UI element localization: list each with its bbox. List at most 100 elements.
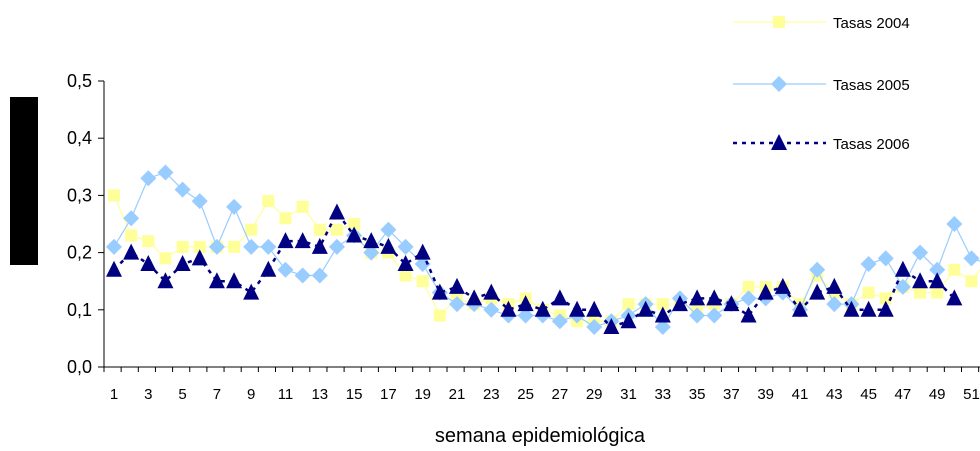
data-point [946,216,963,232]
data-point [380,221,397,238]
data-point [809,261,826,278]
x-tick-label: 11 [278,386,294,403]
data-point [689,307,706,324]
data-point [500,300,517,317]
x-tick-label: 27 [552,386,569,403]
x-tick-label: 41 [792,386,809,403]
data-point [363,232,380,249]
data-point [125,229,138,242]
data-point [176,240,189,253]
x-tick-label: 25 [517,386,534,403]
data-point [826,277,843,294]
data-point [963,250,980,267]
data-point [483,283,500,300]
data-point [191,193,208,210]
data-point [637,300,654,317]
data-point [877,300,894,317]
data-point [414,243,431,260]
data-point [380,237,397,254]
x-tick-label: 39 [757,386,774,403]
data-point [929,272,946,289]
y-tick-label: 0,1 [67,300,92,320]
series-line [113,171,980,329]
data-point [157,164,174,181]
x-tick-label: 33 [654,386,671,403]
data-point [740,290,757,307]
data-point [862,286,875,299]
x-tick-label: 17 [380,386,397,403]
data-point [296,200,309,213]
legend-label: Tasas 2004 [833,15,910,32]
data-point [106,238,122,255]
data-point [108,189,120,202]
x-tick-label: 5 [178,386,186,403]
data-point [914,286,927,299]
data-point [191,249,208,266]
data-point [313,223,326,236]
data-point [294,232,311,249]
y-tick-label: 0,0 [67,357,92,377]
series-line [113,195,980,322]
data-point [106,260,122,277]
data-point [586,318,603,335]
data-point [774,277,791,294]
data-point [159,252,172,265]
data-point [348,218,361,230]
x-tick-label: 51 [963,386,980,403]
data-point [740,306,757,323]
data-point [706,289,723,306]
legend: Tasas 2004 Tasas 2005 Tasas 2006 [733,15,910,153]
data-point [262,195,275,208]
data-point [260,260,277,277]
data-point [363,244,380,261]
data-point [671,295,688,312]
plot-area [106,164,980,335]
data-point [208,238,225,255]
data-point [226,198,243,215]
data-point [517,307,534,324]
data-point [294,267,311,284]
data-point [243,238,260,255]
y-tick-label: 0,3 [67,185,92,205]
series-line [113,210,956,329]
data-point [277,232,294,249]
data-point [466,289,483,306]
data-point [879,292,892,305]
y-axis: 0,0 0,1 0,2 0,3 0,4 0,5 [67,71,105,377]
x-tick-label: 35 [689,386,706,403]
data-point [757,283,774,300]
series-3 [106,203,963,334]
x-tick-label: 43 [826,386,843,403]
data-point [346,226,363,243]
x-tick-label: 19 [414,386,431,403]
x-tick-label: 45 [860,386,877,403]
x-axis: 1 3 5 7 9 11 13 15 17 19 21 23 25 27 29 31 33 35 37 39 41 43 4… [103,366,980,403]
data-point [311,267,328,284]
x-tick-label: 3 [144,386,152,403]
data-point [826,296,843,313]
legend-marker [771,76,787,92]
data-point [397,255,414,272]
data-point [946,289,963,306]
data-point [894,260,911,277]
data-point [193,240,206,253]
data-point [208,272,225,289]
data-point [742,280,755,293]
legend-label: Tasas 2005 [833,77,910,94]
data-point [397,238,414,255]
data-point [157,272,174,289]
data-point [328,238,345,255]
data-point [551,289,568,306]
legend-label: Tasas 2006 [833,136,910,153]
data-point [809,283,826,300]
x-tick-label: 13 [311,386,328,403]
data-point [689,289,706,306]
data-point [228,240,241,253]
data-point [245,223,258,236]
x-tick-label: 37 [723,386,740,403]
data-point [948,263,961,276]
x-tick-label: 7 [213,386,221,403]
data-point [860,300,877,317]
data-point [723,295,740,312]
